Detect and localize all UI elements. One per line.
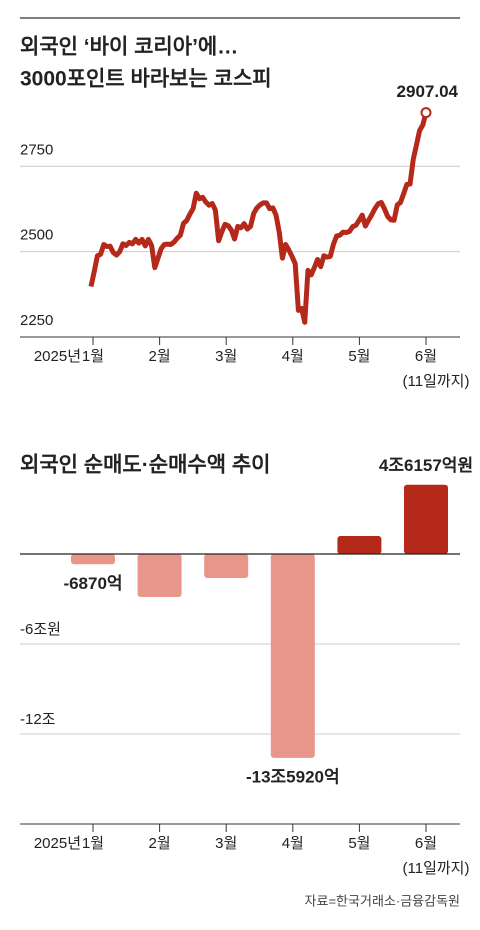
bar — [71, 554, 115, 565]
x-tick-label: 1월 — [82, 348, 104, 365]
year-label: 2025년 — [34, 835, 81, 852]
note: (11일까지) — [403, 860, 470, 877]
bar — [204, 554, 249, 578]
bar — [404, 484, 448, 554]
y-tick-label: -12조 — [20, 711, 56, 728]
value-label: 4조6157억원 — [379, 456, 473, 475]
value-label: 2907.04 — [397, 82, 459, 101]
x-tick-label: 4월 — [282, 348, 304, 365]
x-tick-label: 2월 — [149, 348, 171, 365]
x-tick-label: 6월 — [415, 835, 437, 852]
x-tick-label: 3월 — [215, 348, 237, 365]
source: 자료=한국거래소·금융감독원 — [305, 893, 460, 908]
bar — [270, 554, 315, 758]
y-tick-label: 2500 — [20, 227, 53, 244]
y-tick-label: -6조원 — [20, 621, 61, 638]
bar — [137, 554, 182, 598]
chart-title-line: 외국인 ‘바이 코리아’에… — [20, 36, 238, 59]
x-tick-label: 6월 — [415, 348, 437, 365]
end-point — [420, 107, 432, 119]
y-tick-label: 2750 — [20, 141, 53, 158]
x-tick-label: 4월 — [282, 835, 304, 852]
x-tick-label: 1월 — [82, 835, 104, 852]
x-tick-label: 3월 — [215, 835, 237, 852]
y-tick-label: 2250 — [20, 312, 53, 329]
x-tick-label: 5월 — [348, 835, 370, 852]
chart-title: 외국인 순매도·순매수액 추이 — [20, 454, 271, 477]
value-label: -13조5920억 — [246, 767, 340, 786]
price-line — [88, 112, 429, 325]
chart-title-line: 3000포인트 바라보는 코스피 — [20, 68, 272, 91]
note: (11일까지) — [403, 373, 470, 390]
value-label: -6870억 — [63, 574, 122, 593]
bar — [337, 536, 382, 554]
x-tick-label: 5월 — [348, 348, 370, 365]
x-tick-label: 2월 — [149, 835, 171, 852]
year-label: 2025년 — [34, 348, 81, 365]
